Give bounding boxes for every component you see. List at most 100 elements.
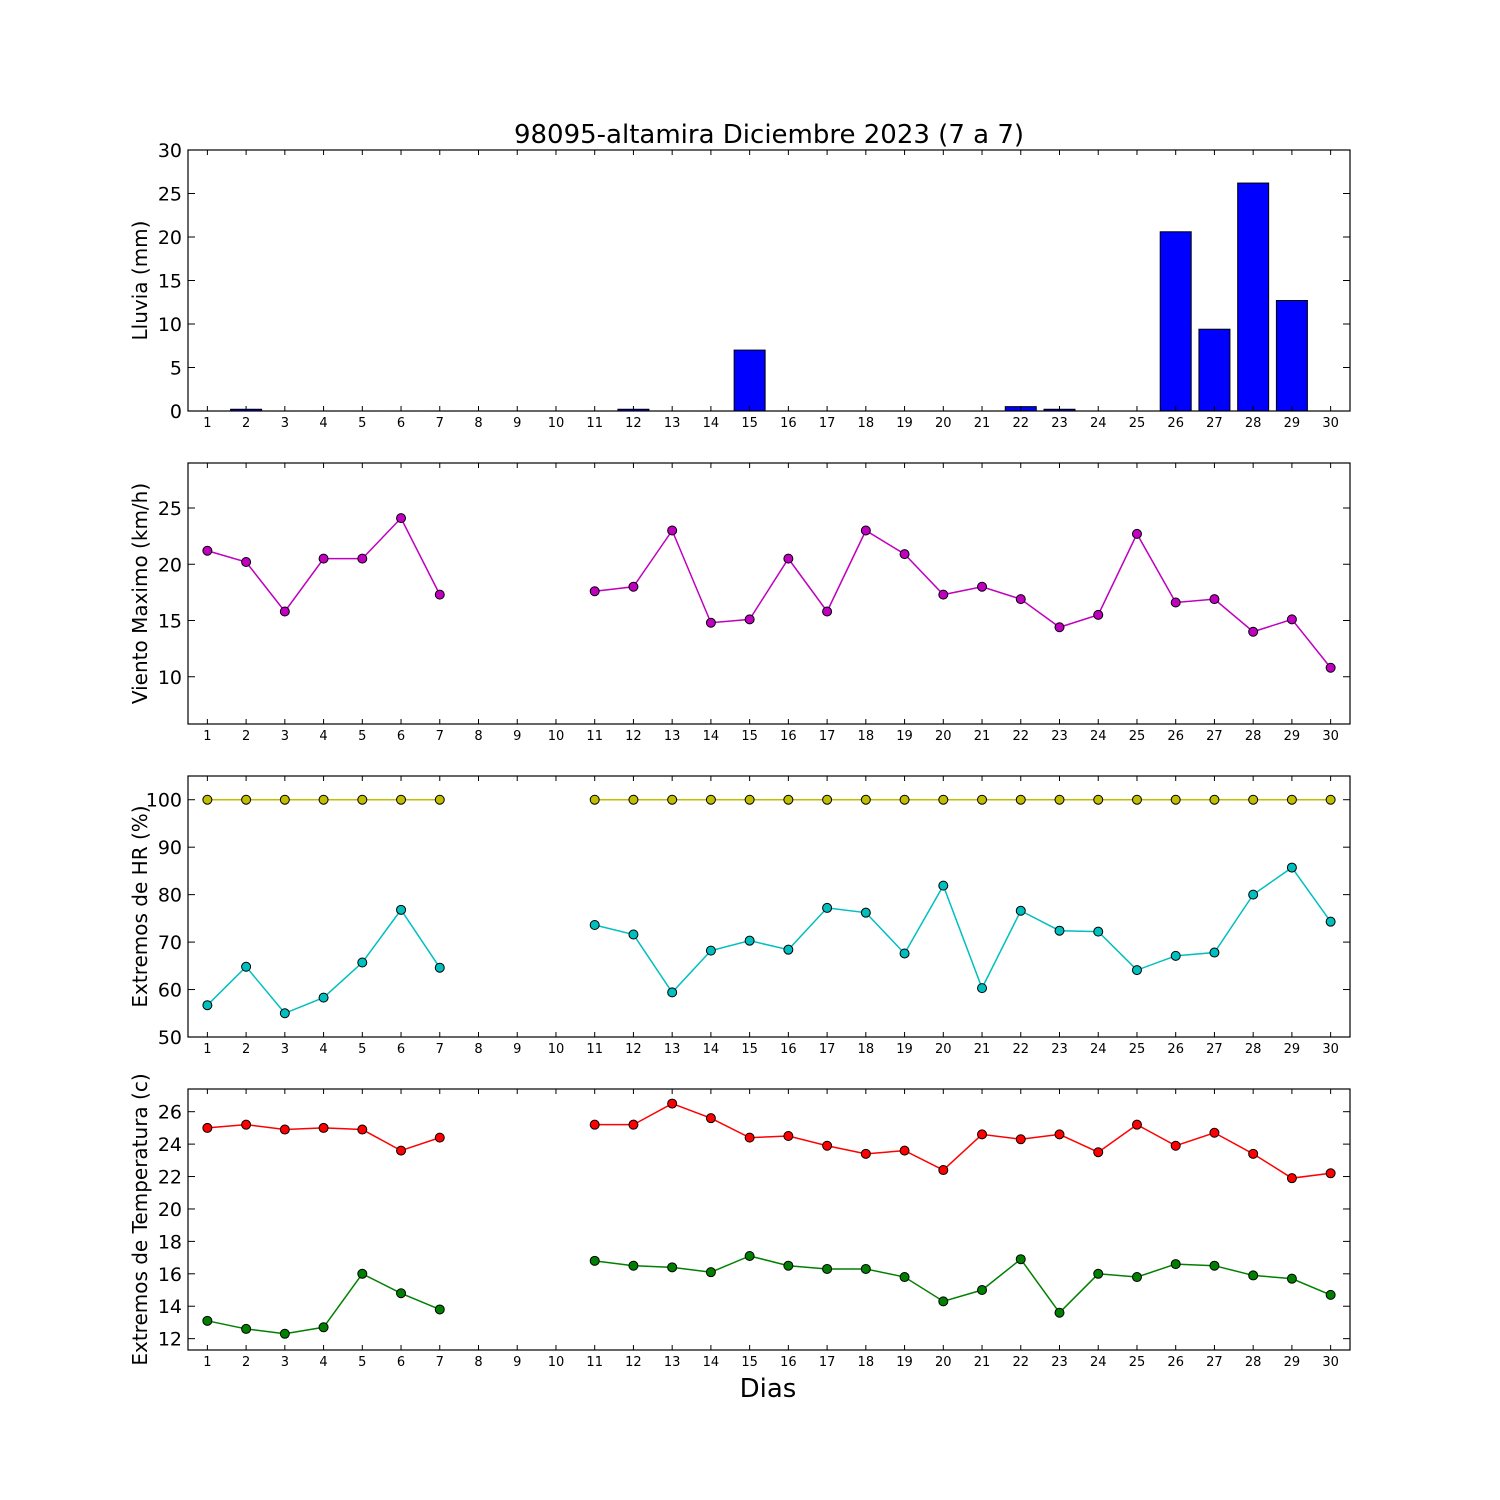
x-tick-label: 7 [436, 1042, 444, 1057]
series-line [207, 1102, 1331, 1179]
x-tick-label: 16 [780, 416, 797, 431]
x-tick-label: 25 [1129, 729, 1146, 744]
x-tick-label: 19 [896, 1355, 913, 1370]
data-point [241, 961, 252, 972]
y-tick-label: 20 [158, 1199, 182, 1221]
data-point [1054, 925, 1065, 936]
x-tick-label: 20 [935, 729, 952, 744]
x-tick-label: 8 [474, 1355, 482, 1370]
data-point [1054, 1129, 1065, 1140]
y-tick-label: 22 [158, 1167, 182, 1189]
x-tick-label: 30 [1322, 1042, 1339, 1057]
x-tick-label: 8 [474, 1042, 482, 1057]
x-tick-label: 28 [1245, 416, 1262, 431]
data-point [1170, 794, 1181, 805]
data-point [860, 1263, 871, 1274]
y-tick-label: 24 [158, 1134, 182, 1156]
data-point [1286, 614, 1297, 625]
data-point [628, 794, 639, 805]
x-tick-label: 17 [819, 1042, 836, 1057]
x-tick-label: 27 [1206, 1355, 1223, 1370]
y-tick-label: 50 [158, 1027, 182, 1049]
chart-title: 98095-altamira Diciembre 2023 (7 a 7) [514, 120, 1024, 150]
data-point [1093, 609, 1104, 620]
x-tick-label: 12 [625, 1355, 642, 1370]
x-tick-label: 13 [664, 1042, 681, 1057]
x-tick-label: 26 [1167, 1355, 1184, 1370]
x-tick-label: 18 [858, 1042, 875, 1057]
x-tick-label: 15 [741, 729, 758, 744]
x-tick-label: 27 [1206, 729, 1223, 744]
data-point [938, 1165, 949, 1176]
data-point [783, 553, 794, 564]
y-tick-label: 26 [158, 1102, 182, 1124]
y-tick-label: 15 [158, 271, 182, 293]
data-point [667, 525, 678, 536]
x-tick-label: 4 [319, 1042, 327, 1057]
x-tick-label: 1 [203, 1355, 211, 1370]
data-point [202, 1315, 213, 1326]
x-tick-label: 6 [397, 416, 405, 431]
data-point [628, 1119, 639, 1130]
plot-frame [187, 462, 1351, 725]
data-point [628, 581, 639, 592]
x-tick-label: 15 [741, 416, 758, 431]
x-tick-label: 15 [741, 1355, 758, 1370]
data-point [1093, 926, 1104, 937]
data-point [628, 929, 639, 940]
data-point [977, 794, 988, 805]
data-point [899, 948, 910, 959]
data-point [434, 589, 445, 600]
x-tick-label: 11 [586, 1042, 603, 1057]
x-tick-label: 9 [513, 1355, 521, 1370]
x-tick-label: 23 [1051, 729, 1068, 744]
data-point [667, 987, 678, 998]
data-point [822, 1263, 833, 1274]
data-point [1131, 1119, 1142, 1130]
y-tick-label: 90 [158, 837, 182, 859]
data-point [357, 957, 368, 968]
data-point [1093, 1147, 1104, 1158]
data-point [899, 1272, 910, 1283]
x-tick-label: 5 [358, 1042, 366, 1057]
data-point [667, 1262, 678, 1273]
data-point [318, 553, 329, 564]
x-tick-label: 5 [358, 416, 366, 431]
y-tick-label: 5 [170, 358, 182, 380]
x-tick-label: 8 [474, 416, 482, 431]
x-tick-label: 1 [203, 729, 211, 744]
data-point [1248, 626, 1259, 637]
data-point [318, 794, 329, 805]
x-tick-label: 25 [1129, 1355, 1146, 1370]
data-point [977, 1129, 988, 1140]
x-tick-label: 16 [780, 1355, 797, 1370]
x-tick-label: 28 [1245, 729, 1262, 744]
data-point [744, 935, 755, 946]
humidity-panel: 1 2 3 4 5 6 7 8 9 10 11 12 13 14 15 16 17 18 19 20 21 22 23 24 2… [128, 775, 1351, 1057]
x-tick-label: 18 [858, 1355, 875, 1370]
data-point [1131, 794, 1142, 805]
data-point [279, 606, 290, 617]
x-tick-label: 3 [281, 1355, 289, 1370]
x-tick-label: 15 [741, 1042, 758, 1057]
x-tick-label: 17 [819, 729, 836, 744]
x-tick-label: 11 [586, 729, 603, 744]
data-point [1248, 889, 1259, 900]
data-point [1131, 965, 1142, 976]
data-point [705, 945, 716, 956]
rain-bar [1275, 300, 1308, 412]
x-tick-label: 14 [703, 729, 720, 744]
x-tick-label: 29 [1284, 729, 1301, 744]
data-point [1286, 1173, 1297, 1184]
x-tick-label: 7 [436, 416, 444, 431]
x-tick-label: 20 [935, 1042, 952, 1057]
x-tick-label: 9 [513, 416, 521, 431]
data-point [396, 794, 407, 805]
data-point [705, 1113, 716, 1124]
data-point [899, 1145, 910, 1156]
data-point [1170, 950, 1181, 961]
data-point [1286, 794, 1297, 805]
x-tick-label: 24 [1090, 729, 1107, 744]
x-tick-label: 14 [703, 1042, 720, 1057]
